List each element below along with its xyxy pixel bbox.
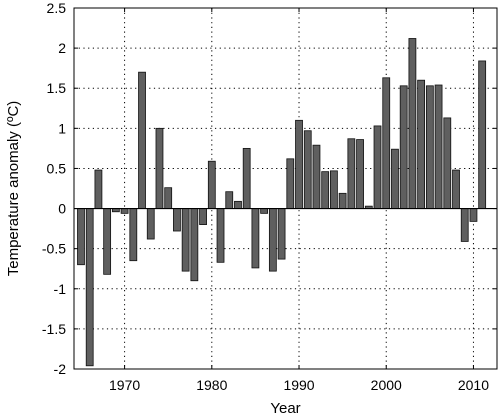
bar-1984 <box>242 147 251 209</box>
bar-1979 <box>199 208 207 226</box>
y-tick-label: -1.5 <box>42 321 66 337</box>
bar-1996 <box>347 138 356 209</box>
bar-2006 <box>434 84 443 209</box>
bar-1995 <box>338 192 347 209</box>
x-tick-label: 2000 <box>371 377 402 393</box>
plot-frame <box>73 7 498 370</box>
bar-1967 <box>94 169 103 209</box>
axis-ticks <box>74 7 497 370</box>
bar-2000 <box>382 77 391 209</box>
bar-1988 <box>277 208 286 260</box>
bar-2005 <box>425 85 434 209</box>
bar-2001 <box>391 148 399 209</box>
bar-1993 <box>321 171 330 209</box>
y-tick-labels: -2 -1.5 -1 -0.5 0 0.5 1 1.5 2 2.5 <box>42 0 66 377</box>
bar-2010 <box>469 208 478 222</box>
bar-1980 <box>207 160 216 209</box>
bar-1987 <box>268 208 277 272</box>
bar-1983 <box>234 200 242 209</box>
y-tick-label: 1.5 <box>47 80 67 96</box>
y-tick-label: 2.5 <box>47 0 67 16</box>
x-tick-label: 1980 <box>196 377 227 393</box>
y-tick-label: 0 <box>58 201 66 217</box>
bar-1976 <box>173 208 181 232</box>
bar-1990 <box>295 119 303 209</box>
bar-1974 <box>155 127 164 209</box>
bar-2003 <box>408 38 417 209</box>
bar-1973 <box>146 208 155 240</box>
bar-1975 <box>164 187 173 209</box>
bar-1977 <box>181 208 190 272</box>
x-tick-labels: 1970 1980 1990 2000 2010 <box>109 377 489 393</box>
y-tick-label: 0.5 <box>47 160 67 176</box>
x-tick-label: 1970 <box>109 377 140 393</box>
bar-1966 <box>85 208 94 367</box>
y-tick-label: -1 <box>54 281 67 297</box>
bar-2009 <box>460 208 469 242</box>
bar-1985 <box>251 208 260 269</box>
bar-1968 <box>103 208 112 275</box>
bar-2002 <box>399 85 408 209</box>
bar-1992 <box>312 144 321 209</box>
bar-1982 <box>225 191 234 209</box>
bar-1991 <box>303 130 312 209</box>
bar-1999 <box>373 125 382 209</box>
bar-1978 <box>190 208 199 282</box>
bar-1989 <box>286 158 295 209</box>
y-tick-label: 1 <box>58 120 66 136</box>
bar-2007 <box>443 117 452 209</box>
bar-1981 <box>216 208 225 263</box>
bar-2004 <box>417 79 426 209</box>
bar-1965 <box>77 208 85 266</box>
bar-2008 <box>452 169 460 209</box>
bar-1970 <box>120 208 129 214</box>
bar-1972 <box>138 71 146 209</box>
x-tick-label: 2010 <box>458 377 489 393</box>
y-tick-label: -2 <box>54 361 67 377</box>
bar-1994 <box>330 170 338 209</box>
bar-1971 <box>129 208 138 262</box>
bar-1997 <box>356 139 364 209</box>
bar-series <box>77 38 487 367</box>
x-axis-label: Year <box>270 400 300 417</box>
y-tick-label: 2 <box>58 40 66 56</box>
bar-1986 <box>260 208 269 214</box>
x-tick-label: 1990 <box>283 377 314 393</box>
y-axis-label: Temperature anomaly (ºC) <box>5 101 22 277</box>
y-tick-label: -0.5 <box>42 241 66 257</box>
bar-2011 <box>478 60 487 209</box>
